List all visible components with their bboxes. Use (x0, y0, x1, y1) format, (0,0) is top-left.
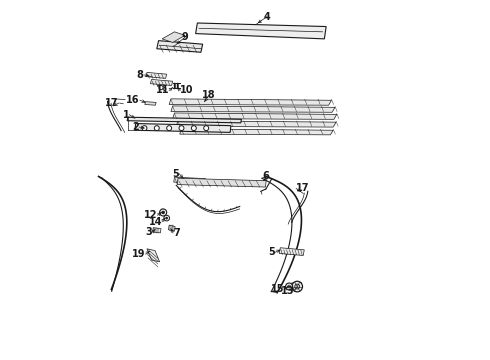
Circle shape (204, 126, 209, 131)
Polygon shape (157, 41, 203, 52)
Polygon shape (169, 99, 331, 105)
Polygon shape (196, 23, 326, 39)
Text: 6: 6 (262, 171, 269, 181)
Circle shape (166, 217, 168, 219)
Text: 18: 18 (202, 90, 216, 100)
Polygon shape (174, 177, 205, 184)
Circle shape (142, 126, 147, 131)
Circle shape (286, 283, 293, 290)
Text: 10: 10 (180, 85, 194, 95)
Text: 8: 8 (137, 70, 144, 80)
Text: 16: 16 (126, 95, 140, 105)
Polygon shape (145, 102, 156, 105)
Circle shape (288, 285, 291, 288)
Polygon shape (152, 228, 161, 233)
Circle shape (162, 211, 165, 214)
Text: 17: 17 (296, 184, 310, 193)
Text: 5: 5 (172, 168, 179, 179)
Polygon shape (127, 117, 242, 123)
Circle shape (167, 126, 172, 131)
Circle shape (192, 126, 196, 131)
Circle shape (179, 126, 184, 131)
Text: 19: 19 (132, 249, 146, 259)
Text: 12: 12 (144, 210, 157, 220)
Polygon shape (177, 178, 266, 187)
Polygon shape (147, 249, 160, 262)
Polygon shape (162, 32, 185, 42)
Polygon shape (279, 248, 304, 256)
Polygon shape (172, 113, 337, 119)
Circle shape (154, 126, 159, 131)
Text: 5: 5 (268, 247, 275, 257)
Text: 13: 13 (281, 287, 294, 297)
Circle shape (292, 281, 302, 292)
Circle shape (295, 284, 300, 289)
Text: 17: 17 (105, 98, 119, 108)
Text: 15: 15 (271, 284, 285, 294)
Text: 14: 14 (148, 217, 162, 227)
Circle shape (160, 209, 167, 216)
Circle shape (164, 215, 170, 221)
Polygon shape (146, 72, 167, 78)
Polygon shape (171, 106, 335, 112)
Text: 2: 2 (132, 122, 139, 132)
Polygon shape (150, 80, 172, 85)
Text: 3: 3 (146, 227, 152, 237)
Text: 1: 1 (122, 110, 129, 120)
Polygon shape (169, 225, 175, 231)
Polygon shape (180, 129, 333, 135)
Text: 9: 9 (182, 32, 188, 42)
Text: 7: 7 (173, 228, 180, 238)
Text: 4: 4 (264, 12, 270, 22)
Text: 11: 11 (156, 85, 169, 95)
Polygon shape (135, 123, 231, 132)
Polygon shape (176, 121, 336, 127)
